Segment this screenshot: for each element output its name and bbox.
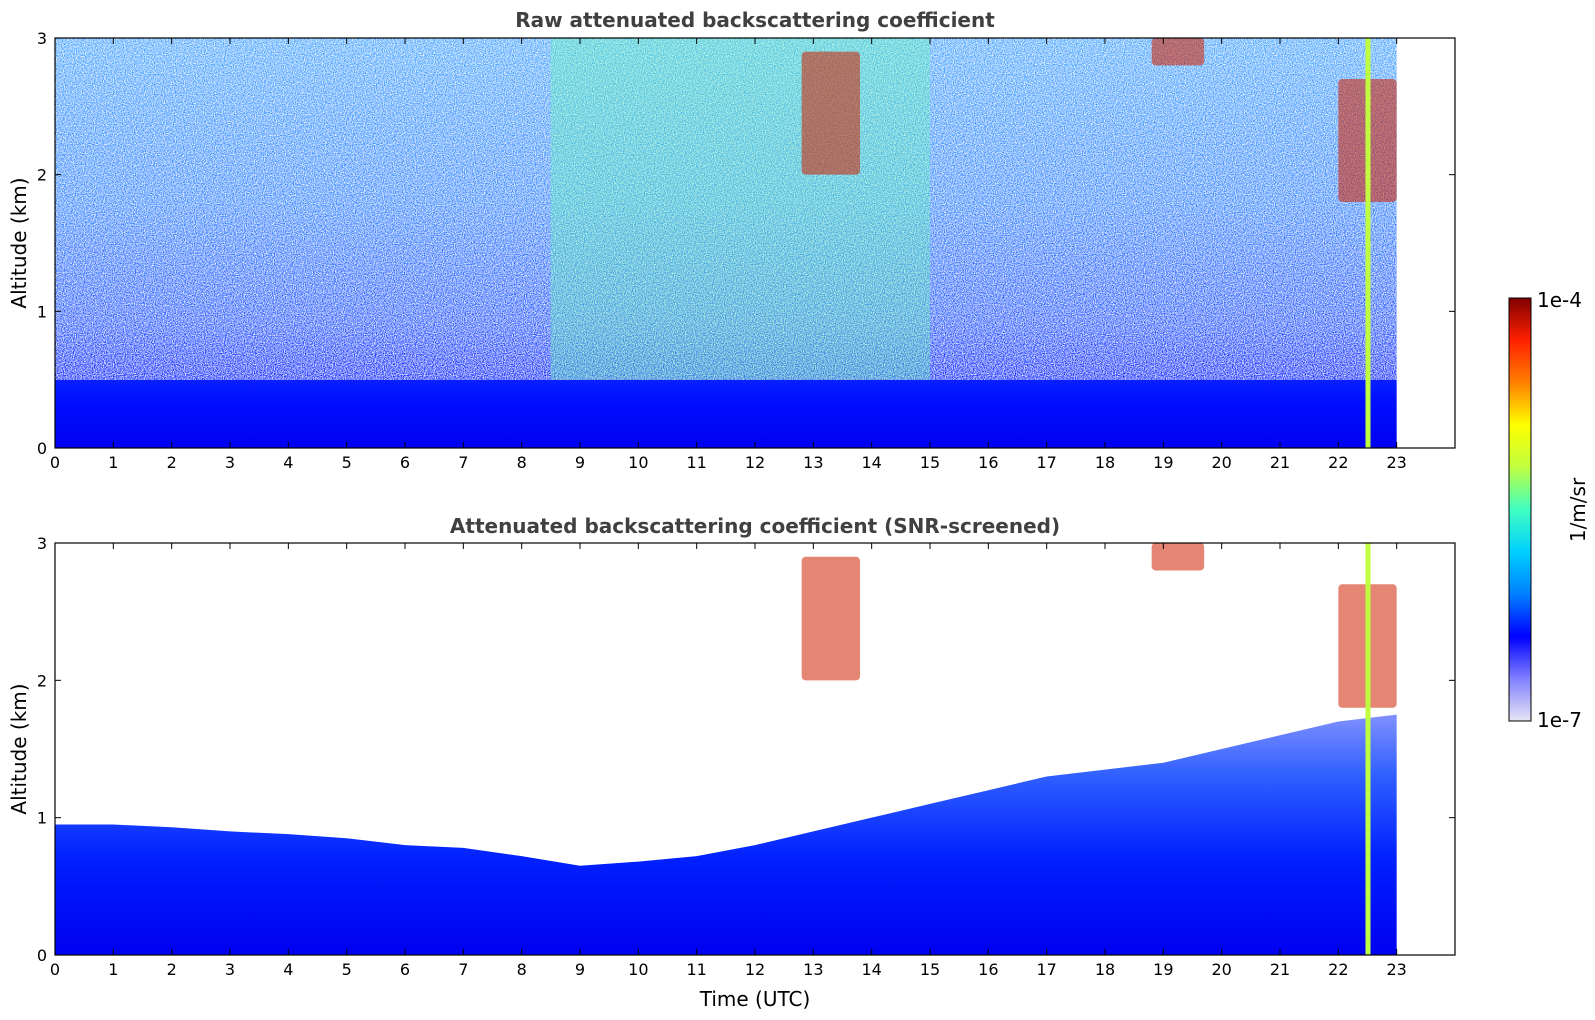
screened-cloud-0 bbox=[801, 556, 860, 681]
screened-xtick-label: 11 bbox=[686, 960, 706, 979]
screened-xtick-label: 12 bbox=[745, 960, 765, 979]
raw-xtick-label: 21 bbox=[1270, 453, 1290, 472]
raw-xtick-label: 14 bbox=[861, 453, 881, 472]
screened-xtick-label: 4 bbox=[283, 960, 293, 979]
screened-xlabel: Time (UTC) bbox=[699, 987, 811, 1011]
screened-axis-ticks: 0 1 2 3 4 5 6 7 8 9 10 11 12 13 14 15 16 17 18 19 20 21 22 2301… bbox=[37, 534, 1455, 979]
raw-heatmap bbox=[55, 38, 1397, 448]
raw-xtick-label: 23 bbox=[1386, 453, 1406, 472]
raw-xtick-label: 10 bbox=[628, 453, 648, 472]
screened-xtick-label: 18 bbox=[1095, 960, 1115, 979]
raw-ytick-label: 3 bbox=[37, 29, 47, 48]
screened-xtick-label: 6 bbox=[400, 960, 410, 979]
raw-ytick-label: 1 bbox=[37, 302, 47, 321]
screened-xtick-label: 22 bbox=[1328, 960, 1348, 979]
raw-xtick-label: 4 bbox=[283, 453, 293, 472]
raw-ytick-label: 0 bbox=[37, 439, 47, 458]
raw-xtick-label: 22 bbox=[1328, 453, 1348, 472]
screened-panel-title: Attenuated backscattering coefficient (S… bbox=[450, 514, 1060, 538]
raw-xtick-label: 19 bbox=[1153, 453, 1173, 472]
screened-vertical-streak bbox=[1365, 543, 1371, 955]
screened-xtick-label: 19 bbox=[1153, 960, 1173, 979]
raw-xtick-label: 15 bbox=[920, 453, 940, 472]
screened-xtick-label: 23 bbox=[1386, 960, 1406, 979]
screened-boundary-layer bbox=[55, 714, 1397, 955]
screened-xtick-label: 1 bbox=[108, 960, 118, 979]
screened-ytick-label: 1 bbox=[37, 809, 47, 828]
raw-cloud-3 bbox=[801, 51, 860, 175]
screened-backscatter-panel: Attenuated backscattering coefficient (S… bbox=[7, 514, 1456, 1011]
raw-xtick-label: 12 bbox=[745, 453, 765, 472]
raw-xtick-label: 16 bbox=[978, 453, 998, 472]
screened-xtick-label: 7 bbox=[458, 960, 468, 979]
screened-ytick-label: 0 bbox=[37, 946, 47, 965]
raw-xtick-label: 0 bbox=[50, 453, 60, 472]
screened-xtick-label: 2 bbox=[167, 960, 177, 979]
raw-ytick-label: 2 bbox=[37, 166, 47, 185]
screened-xtick-label: 14 bbox=[861, 960, 881, 979]
raw-xtick-label: 13 bbox=[803, 453, 823, 472]
screened-xtick-label: 9 bbox=[575, 960, 585, 979]
screened-cloud-1 bbox=[1151, 543, 1205, 571]
raw-backscatter-panel: Raw attenuated backscattering coefficien… bbox=[7, 8, 1456, 472]
raw-vertical-streak bbox=[1365, 38, 1371, 448]
raw-xtick-label: 8 bbox=[517, 453, 527, 472]
raw-panel-title: Raw attenuated backscattering coefficien… bbox=[515, 8, 995, 32]
screened-xtick-label: 15 bbox=[920, 960, 940, 979]
raw-enhanced-noise bbox=[550, 38, 930, 380]
screened-xtick-label: 10 bbox=[628, 960, 648, 979]
colorbar-min-label: 1e-7 bbox=[1537, 708, 1582, 732]
raw-cloud-4 bbox=[1151, 38, 1205, 66]
raw-xtick-label: 1 bbox=[108, 453, 118, 472]
screened-xtick-label: 20 bbox=[1211, 960, 1231, 979]
raw-xtick-label: 11 bbox=[686, 453, 706, 472]
screened-ytick-label: 2 bbox=[37, 671, 47, 690]
screened-heatmap bbox=[55, 543, 1397, 955]
screened-xtick-label: 16 bbox=[978, 960, 998, 979]
raw-xtick-label: 9 bbox=[575, 453, 585, 472]
screened-xtick-label: 5 bbox=[342, 960, 352, 979]
screened-ytick-label: 3 bbox=[37, 534, 47, 553]
raw-xtick-label: 3 bbox=[225, 453, 235, 472]
raw-noise-overlay bbox=[55, 38, 1397, 380]
screened-xtick-label: 13 bbox=[803, 960, 823, 979]
colorbar-gradient bbox=[1508, 297, 1532, 722]
raw-xtick-label: 6 bbox=[400, 453, 410, 472]
screened-xtick-label: 3 bbox=[225, 960, 235, 979]
raw-xtick-label: 7 bbox=[458, 453, 468, 472]
raw-axis-ticks: 0 1 2 3 4 5 6 7 8 9 10 11 12 13 14 15 16 17 18 19 20 21 22 2301… bbox=[37, 29, 1455, 472]
raw-xtick-label: 17 bbox=[1036, 453, 1056, 472]
raw-ylabel: Altitude (km) bbox=[7, 177, 31, 308]
screened-xtick-label: 21 bbox=[1270, 960, 1290, 979]
colorbar: 1e-4 1e-7 1/m/sr bbox=[1508, 288, 1590, 732]
screened-xtick-label: 8 bbox=[517, 960, 527, 979]
raw-xtick-label: 5 bbox=[342, 453, 352, 472]
colorbar-unit-label: 1/m/sr bbox=[1566, 477, 1590, 542]
screened-xtick-label: 0 bbox=[50, 960, 60, 979]
screened-ylabel: Altitude (km) bbox=[7, 683, 31, 814]
raw-xtick-label: 2 bbox=[167, 453, 177, 472]
raw-xtick-label: 20 bbox=[1211, 453, 1231, 472]
raw-xtick-label: 18 bbox=[1095, 453, 1115, 472]
colorbar-max-label: 1e-4 bbox=[1537, 288, 1582, 312]
screened-xtick-label: 17 bbox=[1036, 960, 1056, 979]
